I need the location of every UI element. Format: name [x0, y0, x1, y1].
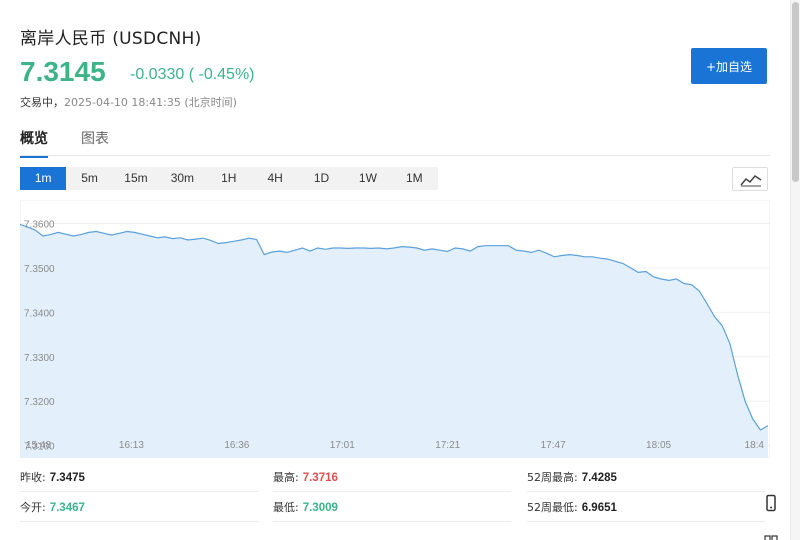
- stat-high-label: 最高:: [273, 471, 299, 484]
- scrollbar-thumb[interactable]: [792, 2, 799, 182]
- stat-open-label: 今开:: [20, 501, 46, 514]
- y-tick-label: 7.3100: [24, 442, 55, 453]
- price-change: -0.0330 ( -0.45%): [130, 66, 255, 83]
- price-chart[interactable]: 7.3600 7.3500 7.3400 7.3300 7.3200 7.310015:4…: [20, 200, 770, 458]
- stat-open: 今开: 7.3467: [20, 494, 258, 522]
- tab-chart[interactable]: 图表: [81, 131, 109, 147]
- page-scrollbar[interactable]: [790, 0, 800, 540]
- period-1m[interactable]: 1m: [20, 167, 67, 190]
- y-tick-label: 7.3400: [24, 308, 55, 319]
- chart-type-toggle[interactable]: [732, 167, 768, 191]
- period-selector: 1m 5m 15m 30m 1H 4H 1D 1W 1M: [20, 167, 438, 190]
- x-tick-label: 18:05: [646, 440, 671, 451]
- stats-panel: 昨收: 7.3475 最高: 7.3716 52周最高: 7.4285 今开: 7.34…: [20, 464, 765, 528]
- stat-52w-high-label: 52周最高:: [527, 471, 578, 484]
- stat-low-label: 最低:: [273, 501, 299, 514]
- period-1h[interactable]: 1H: [221, 171, 237, 185]
- trading-status: 交易中，: [20, 96, 64, 109]
- price-line: [20, 223, 769, 431]
- stat-low-value: 7.3009: [302, 502, 338, 514]
- qr-code-icon[interactable]: [762, 530, 780, 540]
- quote-datetime: 2025-04-10 18:41:35 (北京时间): [64, 96, 237, 109]
- period-1m[interactable]: 1M: [405, 171, 423, 185]
- trading-status-line: 交易中，2025-04-10 18:41:35 (北京时间): [20, 94, 237, 110]
- stat-52w-high-value: 7.4285: [581, 472, 617, 484]
- add-to-watchlist-button[interactable]: +加自选: [691, 48, 767, 84]
- stat-prev-close-label: 昨收:: [20, 471, 46, 484]
- tab-bar: 概览 图表: [20, 128, 770, 158]
- x-tick-label: 17:01: [330, 440, 355, 451]
- period-4h[interactable]: 4H: [267, 171, 283, 185]
- trend-line-icon: [740, 175, 762, 187]
- x-tick-label: 16:13: [119, 440, 144, 451]
- price-area: [20, 224, 768, 458]
- y-tick-label: 7.3300: [24, 353, 55, 364]
- stat-52w-high: 52周最高: 7.4285: [527, 464, 765, 492]
- x-tick-label: 18:4: [745, 440, 765, 451]
- y-tick-label: 7.3600: [24, 220, 55, 231]
- y-tick-label: 7.3200: [24, 397, 55, 408]
- stat-52w-low-value: 6.9651: [581, 502, 617, 514]
- period-5m[interactable]: 5m: [81, 171, 98, 185]
- x-tick-label: 15:48: [26, 440, 51, 451]
- mobile-phone-icon[interactable]: [762, 494, 780, 512]
- period-1w[interactable]: 1W: [358, 171, 377, 185]
- stat-low: 最低: 7.3009: [273, 494, 511, 522]
- instrument-title: 离岸人民币 (USDCNH): [20, 29, 202, 49]
- x-tick-label: 17:21: [435, 440, 460, 451]
- stat-high: 最高: 7.3716: [273, 464, 511, 492]
- tab-overview[interactable]: 概览: [20, 128, 48, 158]
- period-30m[interactable]: 30m: [170, 171, 195, 185]
- period-1d[interactable]: 1D: [313, 171, 330, 185]
- last-price: 7.3145: [20, 56, 106, 87]
- stat-52w-low-label: 52周最低:: [527, 501, 578, 514]
- stat-prev-close: 昨收: 7.3475: [20, 464, 258, 492]
- stat-open-value: 7.3467: [49, 502, 85, 514]
- period-15m[interactable]: 15m: [124, 171, 148, 185]
- x-tick-label: 17:47: [541, 440, 566, 451]
- x-tick-label: 16:36: [224, 440, 249, 451]
- stat-high-value: 7.3716: [302, 472, 338, 484]
- y-tick-label: 7.3500: [24, 264, 55, 275]
- stat-52w-low: 52周最低: 6.9651: [527, 494, 765, 522]
- stat-prev-close-value: 7.3475: [49, 472, 85, 484]
